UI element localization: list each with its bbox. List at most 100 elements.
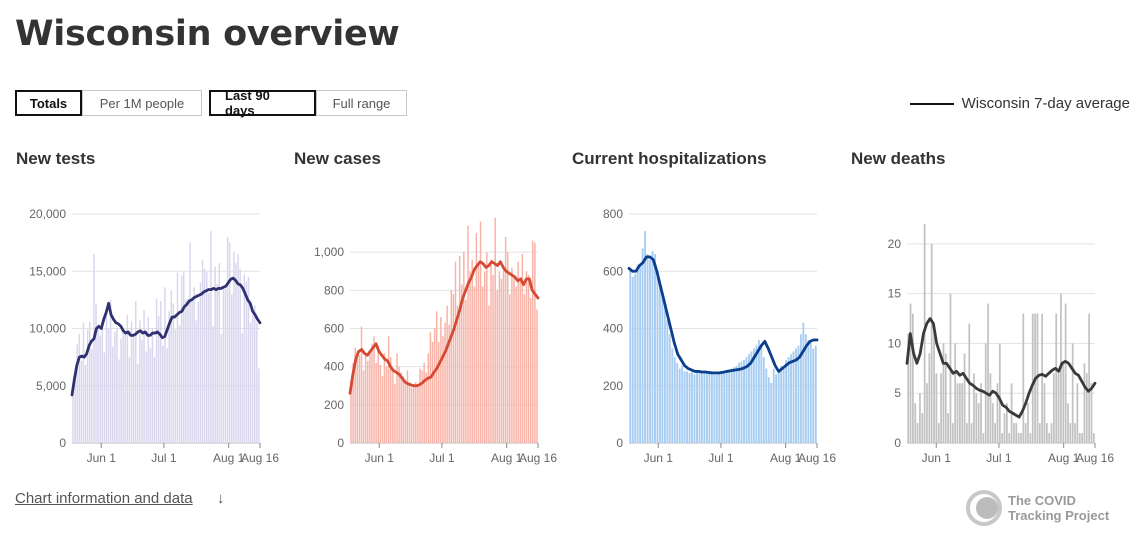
bar (373, 336, 375, 443)
bar (926, 383, 928, 443)
bar (249, 322, 252, 443)
bar (942, 343, 945, 443)
bar (649, 259, 651, 443)
bar (157, 315, 160, 443)
average-line (905, 317, 1097, 419)
bar (713, 374, 716, 443)
bar (222, 288, 225, 443)
bar (358, 355, 361, 443)
bar (494, 217, 496, 443)
bar (710, 373, 713, 443)
bar (951, 423, 954, 443)
bar (1045, 423, 1048, 443)
bar (770, 382, 773, 443)
bar (228, 242, 231, 443)
ctp-logo-icon (966, 490, 1002, 526)
bar (1057, 373, 1060, 443)
bar (511, 267, 513, 443)
bar (708, 372, 711, 443)
totals-button[interactable]: Totals (15, 90, 82, 116)
per-1m-people-button[interactable]: Per 1M people (82, 90, 202, 116)
bar (170, 290, 172, 443)
bar (423, 362, 425, 443)
bar (991, 403, 994, 443)
bar (1053, 373, 1055, 443)
y-tick-label: 200 (324, 398, 344, 412)
x-tick-label: Jul 1 (986, 451, 1012, 465)
bar (481, 286, 484, 443)
bar (130, 321, 133, 443)
y-tick-label: 200 (603, 379, 623, 393)
bar (987, 303, 989, 443)
bar (940, 373, 942, 443)
full-range-button[interactable]: Full range (316, 90, 407, 116)
bar (91, 349, 93, 443)
bar (488, 305, 490, 443)
bar (145, 351, 147, 443)
bar (218, 263, 221, 443)
bar (356, 351, 359, 443)
bar (243, 274, 246, 443)
bar (1029, 433, 1032, 443)
y-tick-label: 5 (894, 386, 901, 400)
bar (419, 368, 421, 443)
bar (151, 328, 154, 443)
bar (799, 334, 802, 443)
bar (765, 368, 768, 443)
bar (814, 345, 817, 443)
bar (812, 348, 815, 443)
bar (375, 362, 377, 443)
bar (463, 252, 465, 443)
bar (534, 242, 536, 443)
bar (996, 383, 999, 443)
bar (994, 423, 996, 443)
bar (1027, 403, 1029, 443)
last-90-days-button[interactable]: Last 90 days (209, 88, 316, 118)
bar (389, 357, 392, 443)
logo-line-2: Tracking Project (1008, 508, 1110, 523)
bar (521, 254, 524, 443)
bar (907, 333, 910, 443)
chart-title-new-deaths: New deaths (851, 149, 946, 168)
bar (122, 330, 124, 443)
bar (371, 343, 373, 443)
bar (937, 423, 940, 443)
bar (245, 281, 248, 443)
bar (124, 333, 127, 443)
bar (536, 309, 538, 443)
bar (118, 359, 120, 443)
bar (1015, 423, 1018, 443)
bar (183, 272, 185, 443)
metric-toggle-group: Totals Per 1M people (15, 90, 202, 116)
bar (705, 372, 708, 443)
bar (195, 320, 198, 443)
bar (412, 383, 415, 443)
bar (490, 259, 492, 443)
bar (733, 367, 736, 443)
bar (97, 328, 99, 443)
covid-tracking-project-logo[interactable]: The COVID Tracking Project (966, 488, 1109, 528)
chart-info-link[interactable]: Chart information and data (15, 490, 193, 507)
bar (654, 254, 656, 443)
bar (187, 298, 189, 443)
bar (1008, 433, 1011, 443)
bar (1043, 383, 1046, 443)
bar (909, 303, 912, 443)
bar (137, 363, 139, 443)
bar (745, 357, 748, 443)
bar (483, 271, 486, 443)
bar (780, 365, 783, 443)
bar (671, 348, 674, 443)
bar (440, 317, 442, 443)
bar (954, 343, 957, 443)
bar (377, 345, 379, 443)
bar (701, 371, 703, 443)
bar (944, 353, 947, 443)
bar (164, 287, 166, 443)
bar (980, 383, 982, 443)
bar (385, 366, 388, 443)
bar (678, 368, 681, 443)
bar (1081, 433, 1083, 443)
bar (78, 334, 81, 443)
bar (676, 362, 679, 443)
